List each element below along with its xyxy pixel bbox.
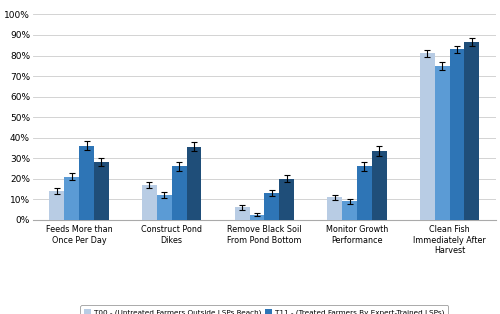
Bar bbox=[94, 162, 109, 220]
Bar bbox=[264, 193, 279, 220]
Bar bbox=[50, 191, 64, 220]
Bar bbox=[328, 197, 342, 220]
Bar bbox=[186, 147, 202, 220]
Bar bbox=[357, 166, 372, 220]
Bar bbox=[279, 179, 294, 220]
Bar bbox=[250, 215, 264, 220]
Bar bbox=[172, 166, 186, 220]
Bar bbox=[142, 185, 157, 220]
Bar bbox=[450, 49, 464, 220]
Bar bbox=[157, 195, 172, 220]
Bar bbox=[79, 146, 94, 220]
Legend: T00 - (Untreated Farmers Outside LSPs Reach), T01 - (Untreated Farmers Within LS: T00 - (Untreated Farmers Outside LSPs Re… bbox=[80, 305, 448, 314]
Bar bbox=[234, 208, 250, 220]
Bar bbox=[64, 177, 79, 220]
Bar bbox=[434, 66, 450, 220]
Bar bbox=[420, 53, 434, 220]
Bar bbox=[342, 201, 357, 220]
Bar bbox=[372, 151, 386, 220]
Bar bbox=[464, 42, 479, 220]
